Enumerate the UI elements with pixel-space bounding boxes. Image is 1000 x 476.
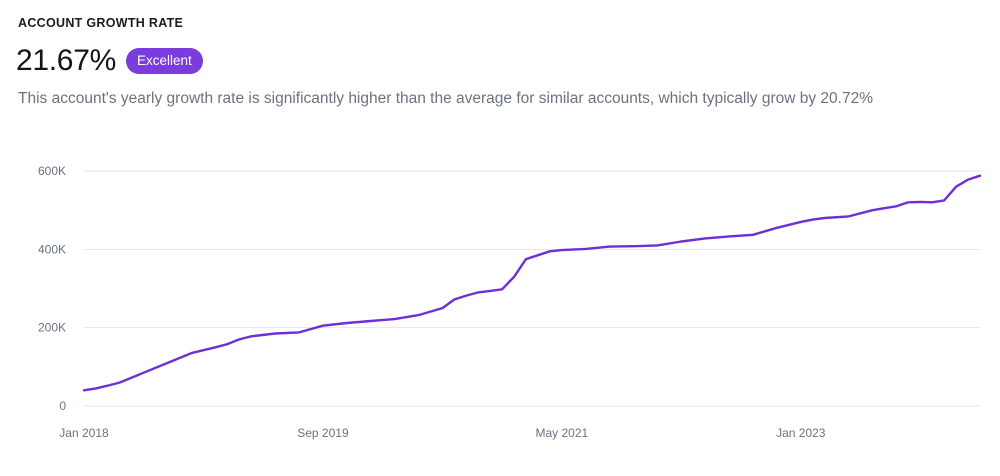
grid-lines xyxy=(84,170,980,407)
y-tick-label: 0 xyxy=(59,399,66,413)
growth-headline: 21.67% Excellent xyxy=(16,44,203,78)
x-tick-label: Jan 2023 xyxy=(776,426,826,440)
growth-description: This account's yearly growth rate is sig… xyxy=(18,90,873,107)
x-tick-label: Jan 2018 xyxy=(59,426,109,440)
section-label: ACCOUNT GROWTH RATE xyxy=(18,16,184,30)
series-line xyxy=(82,174,982,392)
x-axis-ticks: Jan 2018 Sep 2019 May 2021 Jan 2023 xyxy=(59,426,826,440)
y-tick-label: 200K xyxy=(38,321,66,335)
rating-badge: Excellent xyxy=(125,48,203,74)
x-tick-label: Sep 2019 xyxy=(297,426,349,440)
y-tick-label: 400K xyxy=(38,242,66,256)
x-tick-label: May 2021 xyxy=(536,426,589,440)
growth-rate-value: 21.67% xyxy=(16,44,116,77)
y-axis-ticks: 0 200K 400K 600K xyxy=(38,164,66,413)
y-tick-label: 600K xyxy=(38,164,66,178)
